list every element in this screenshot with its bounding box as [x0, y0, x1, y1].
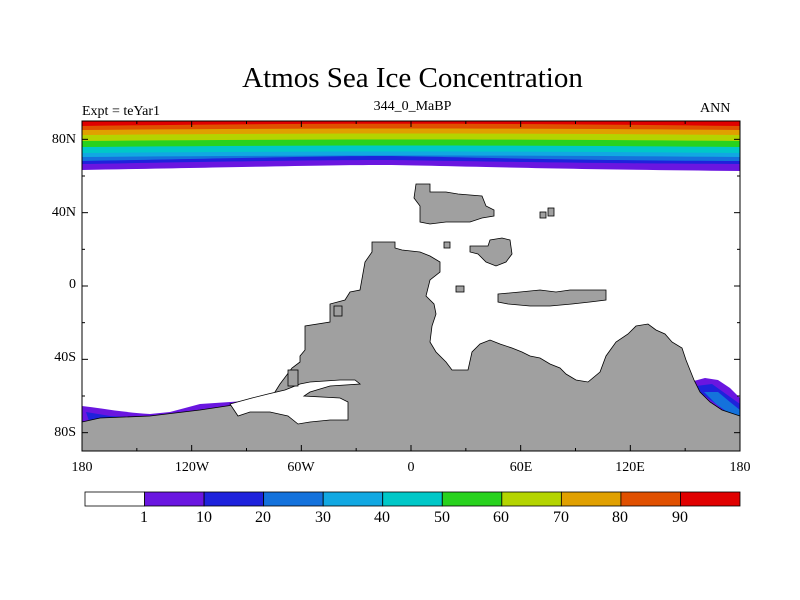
- colorbar-label-60: 60: [493, 509, 509, 526]
- colorbar-box-1: [144, 491, 205, 507]
- lat-label-0: 0: [69, 277, 76, 292]
- colorbar-box-5: [382, 491, 443, 507]
- colorbar-label-80: 80: [612, 509, 628, 526]
- colorbar-box-6: [441, 491, 503, 507]
- land: [82, 183, 740, 451]
- colorbar-box-7: [501, 491, 562, 507]
- colorbar-box-2: [203, 491, 265, 507]
- colorbar-box-4: [322, 491, 384, 507]
- lon-label-180w: 180: [71, 460, 93, 475]
- colorbar-label-90: 90: [672, 509, 688, 526]
- lon-label-60w: 60W: [287, 460, 315, 475]
- colorbar-label-1: 1: [140, 509, 148, 526]
- lon-label-180e: 180: [729, 460, 751, 475]
- run-label: 344_0_MaBP: [373, 99, 452, 114]
- colorbar-box-9: [620, 491, 681, 507]
- colorbar-label-10: 10: [196, 509, 212, 526]
- lon-label-120e: 120E: [615, 460, 645, 475]
- lat-label-40s: 40S: [54, 350, 76, 365]
- lat-label-40n: 40N: [51, 205, 76, 220]
- colorbar: [84, 491, 741, 507]
- ice-band-1: [82, 160, 740, 171]
- colorbar-label-70: 70: [553, 509, 569, 526]
- colorbar-box-3: [263, 491, 324, 507]
- arctic-sea-ice: [82, 121, 740, 171]
- colorbar-label-50: 50: [434, 509, 450, 526]
- lat-label-80s: 80S: [54, 425, 76, 440]
- lon-label-0: 0: [407, 460, 415, 475]
- colorbar-box-10: [680, 491, 741, 507]
- axis-ticks: [81, 121, 741, 451]
- lat-label-80n: 80N: [51, 132, 76, 147]
- map-title: Atmos Sea Ice Concentration: [242, 62, 583, 94]
- colorbar-label-30: 30: [315, 509, 331, 526]
- colorbar-box-8: [560, 491, 622, 507]
- colorbar-box-0: [84, 491, 145, 507]
- colorbar-label-20: 20: [255, 509, 271, 526]
- lon-label-120w: 120W: [174, 460, 210, 475]
- colorbar-label-40: 40: [374, 509, 390, 526]
- experiment-label: Expt = teYar1: [82, 104, 161, 119]
- lon-label-60e: 60E: [509, 460, 533, 475]
- season-label: ANN: [700, 101, 731, 116]
